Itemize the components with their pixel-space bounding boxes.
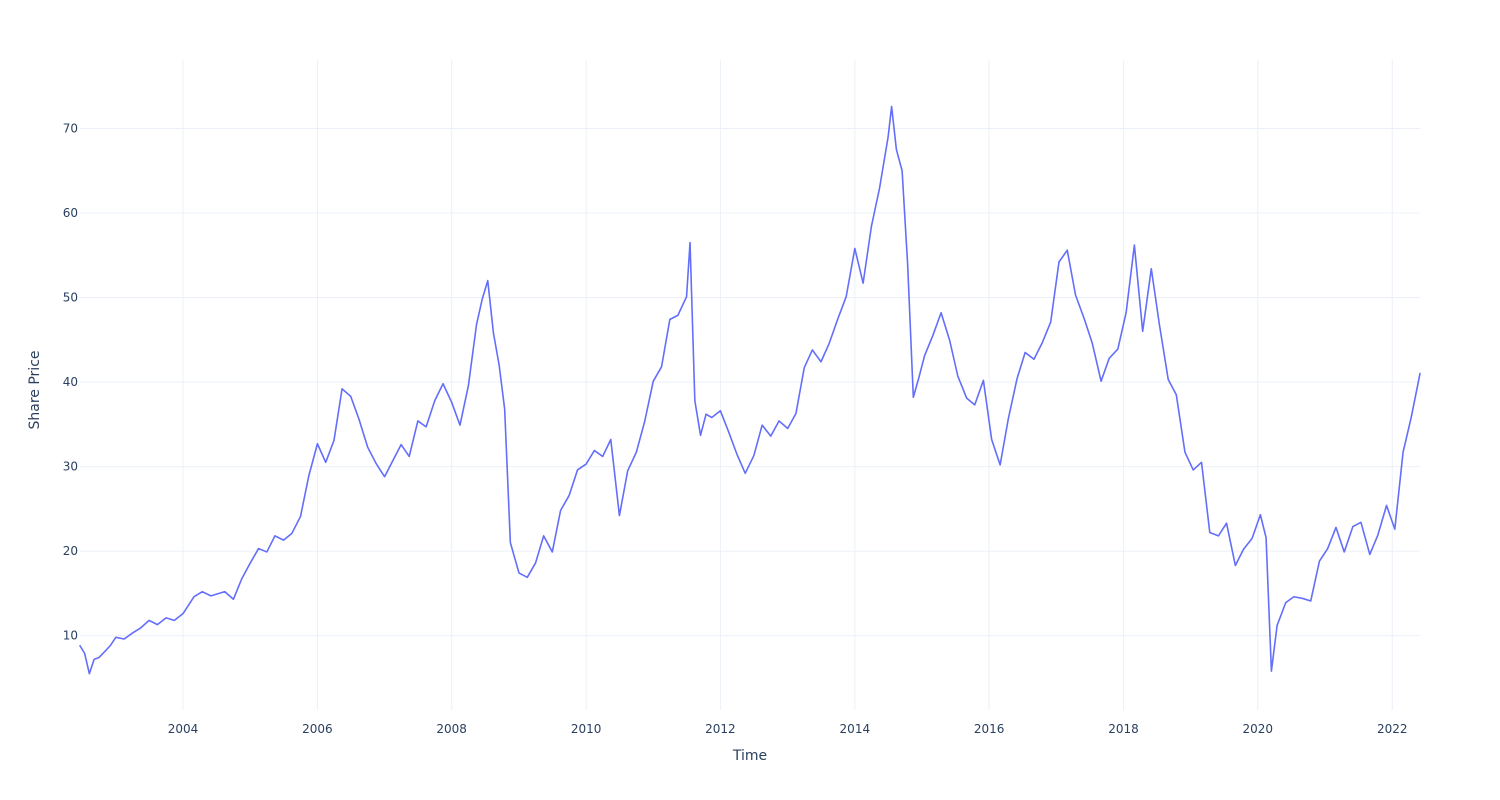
y-tick-label: 50 <box>63 291 78 305</box>
y-tick-label: 60 <box>63 206 78 220</box>
x-tick-label: 2022 <box>1377 722 1408 736</box>
x-tick-label: 2010 <box>571 722 602 736</box>
x-axis-title: Time <box>732 748 767 764</box>
tick-labels: 2004 2006 2008 2010 2012 2014 2016 2018 2020 2022… <box>63 121 1408 736</box>
x-tick-label: 2012 <box>705 722 736 736</box>
y-tick-label: 20 <box>63 544 78 558</box>
x-tick-label: 2018 <box>1108 722 1139 736</box>
x-tick-label: 2004 <box>168 722 199 736</box>
y-tick-label: 10 <box>63 629 78 643</box>
share-price-line <box>79 105 1421 675</box>
y-tick-label: 70 <box>63 121 78 135</box>
x-tick-label: 2006 <box>302 722 333 736</box>
y-axis-title: Share Price <box>27 350 43 429</box>
y-tick-label: 40 <box>63 375 78 389</box>
x-tick-label: 2020 <box>1243 722 1274 736</box>
gridlines <box>80 60 1420 710</box>
series-layer <box>79 105 1421 675</box>
y-tick-label: 30 <box>63 460 78 474</box>
x-tick-label: 2008 <box>436 722 467 736</box>
x-tick-label: 2014 <box>840 722 871 736</box>
x-tick-label: 2016 <box>974 722 1005 736</box>
